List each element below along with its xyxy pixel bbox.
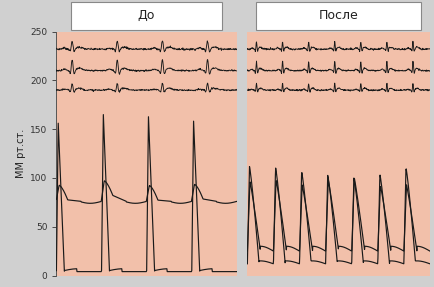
FancyBboxPatch shape xyxy=(256,2,421,30)
Text: До: До xyxy=(138,9,155,22)
Y-axis label: ММ рт.ст.: ММ рт.ст. xyxy=(16,129,26,178)
Text: После: После xyxy=(319,9,358,22)
FancyBboxPatch shape xyxy=(71,2,222,30)
